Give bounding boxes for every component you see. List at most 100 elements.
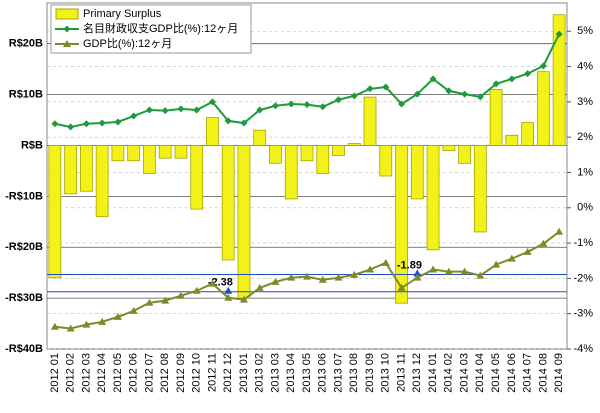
x-tick-label: 2014 08 [537,353,549,393]
x-tick-label: 2012 01 [49,353,61,393]
marker [334,273,343,281]
marker [176,291,185,299]
marker [208,279,217,287]
marker [239,295,248,303]
marker [145,106,153,114]
marker [381,258,390,266]
marker [303,272,311,280]
marker [429,75,437,83]
marker [444,267,453,275]
x-tick-label: 2012 03 [80,353,92,393]
bar [143,145,156,174]
bar [473,145,487,233]
bar [95,145,109,218]
bar [332,145,345,157]
x-tick-label: 2013 09 [364,353,376,393]
marker [50,322,59,330]
x-tick-label: 2013 11 [395,353,407,392]
y2-tick-label: -2% [573,272,593,284]
x-tick-label: 2014 05 [490,353,502,393]
marker [287,273,296,281]
x-tick-label: 2012 08 [159,353,171,393]
y-tick-label: -R$40B [5,343,43,355]
legend-marker [63,25,71,33]
x-tick-label: 2013 12 [411,353,423,393]
marker [555,30,563,38]
x-tick-label: 2014 02 [443,353,455,393]
marker [507,254,516,262]
marker [492,260,501,268]
x-tick-label: 2013 10 [380,353,392,393]
x-tick-label: 2014 06 [506,353,518,393]
bar [48,145,62,279]
y2-tick-label: -1% [573,237,593,249]
x-tick-label: 2012 11 [206,353,218,392]
marker [460,267,469,275]
marker [82,120,90,128]
legend-label: GDP比(%):12ヶ月 [83,37,172,50]
marker [193,106,201,114]
marker [319,103,327,111]
marker [366,85,374,93]
marker [461,90,469,98]
bar [426,145,440,251]
marker [397,283,406,291]
x-tick-label: 2012 06 [128,353,140,393]
bar [489,89,503,146]
bar [80,145,93,192]
marker [382,83,390,91]
y-tick-label: -R$10B [5,190,43,202]
bar [521,122,534,146]
marker [240,119,248,127]
marker [445,87,453,95]
bar [269,145,282,164]
bar [253,129,267,146]
marker [129,306,138,314]
marker [429,265,438,273]
bar [458,145,471,164]
reference-marker [413,269,422,277]
y2-tick-label: 4% [577,60,593,72]
marker [413,273,422,281]
marker [113,312,122,320]
x-tick-label: 2014 09 [553,353,565,393]
reference-marker [224,286,233,294]
annotation: -1.89 [397,259,422,271]
bar [442,145,456,151]
marker [303,101,311,109]
bar [410,145,424,200]
marker [366,265,375,273]
bar [536,71,550,146]
marker [51,120,59,128]
bar [505,134,519,146]
marker [98,119,106,127]
bar [379,145,393,177]
marker [66,324,75,332]
marker [350,92,358,100]
marker [318,275,327,283]
marker [82,320,91,328]
bar [347,143,361,146]
bar [206,117,219,146]
marker [256,106,264,114]
bar [300,145,314,162]
y2-tick-label: 5% [577,25,593,37]
x-tick-label: 2012 02 [65,353,77,393]
marker [161,107,169,115]
x-tick-label: 2012 12 [222,353,234,393]
marker [192,286,201,294]
marker [130,112,138,120]
marker [208,98,216,106]
x-tick-label: 2013 01 [238,353,250,393]
marker [114,118,122,126]
marker [287,100,295,108]
marker [255,283,264,291]
legend-label: Primary Surplus [83,8,162,20]
x-tick-label: 2014 07 [522,353,534,393]
x-tick-label: 2013 08 [348,353,360,393]
x-tick-label: 2014 01 [427,353,439,393]
marker [67,123,75,131]
x-tick-label: 2013 06 [317,353,329,393]
marker [350,270,359,278]
